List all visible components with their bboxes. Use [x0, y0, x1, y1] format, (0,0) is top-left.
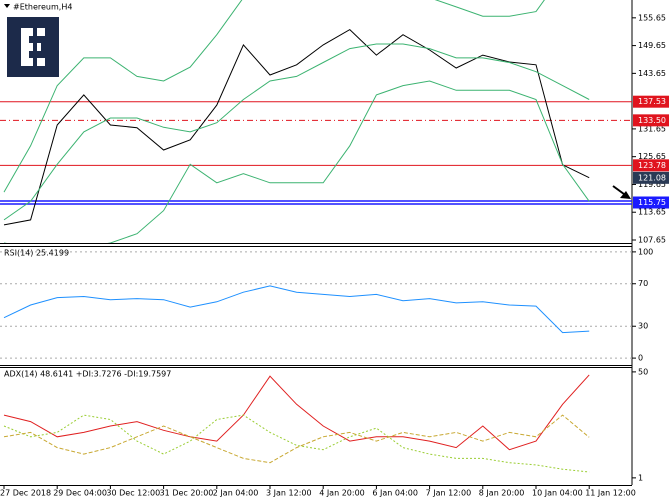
y-tick-label: 1	[638, 473, 643, 482]
y-tick-label: 125.65	[638, 152, 666, 161]
y-tick-label: 131.65	[638, 124, 666, 133]
panel	[0, 251, 632, 359]
rsi-title: RSI(14) 25.4199	[4, 249, 69, 258]
x-tick-label: 27 Dec 2018	[0, 489, 51, 498]
x-tick-label: 8 Jan 20:00	[479, 489, 525, 498]
x-tick-label: 10 Jan 04:00	[532, 489, 583, 498]
x-tick-label: 7 Jan 12:00	[426, 489, 472, 498]
x-tick-label: 31 Dec 20:00	[160, 489, 214, 498]
indicator-line	[3, 0, 545, 193]
level-label-box	[633, 114, 669, 127]
indicator-line	[3, 414, 590, 464]
level-label-box	[633, 159, 669, 172]
level-label: 133.50	[638, 116, 666, 125]
y-tick-label: 155.65	[638, 13, 666, 22]
price-line	[3, 28, 590, 226]
menu-triangle[interactable]	[4, 4, 10, 8]
panel	[0, 0, 632, 243]
y-tick-label: 70	[638, 279, 648, 288]
level-label-box	[633, 171, 669, 184]
indicator-line	[3, 285, 590, 334]
y-tick-label: 149.65	[638, 41, 666, 50]
y-tick-label: 113.65	[638, 208, 666, 217]
indicator-line	[3, 43, 590, 221]
trend-arrow	[612, 185, 631, 199]
x-tick-label: 4 Jan 20:00	[319, 489, 365, 498]
level-label: 137.53	[638, 97, 666, 106]
indicator-line	[3, 414, 590, 473]
x-tick-label: 29 Dec 04:00	[53, 489, 107, 498]
level-label: 123.78	[638, 161, 666, 170]
level-label: 121.08	[638, 173, 666, 182]
indicator-line	[4, 80, 590, 243]
symbol-title: #Ethereum,H4	[13, 3, 72, 12]
level-label: 115.75	[638, 198, 666, 207]
indicator-line	[3, 374, 590, 451]
x-tick-label: 30 Dec 12:00	[106, 489, 160, 498]
level-label-box	[633, 95, 669, 108]
x-tick-label: 11 Jan 12:00	[585, 489, 636, 498]
y-tick-label: 50	[638, 367, 648, 376]
y-tick-label: 30	[638, 322, 648, 331]
y-tick-label: 143.65	[638, 69, 666, 78]
panel	[3, 374, 590, 473]
y-tick-label: 119.65	[638, 180, 666, 189]
adx-title: ADX(14) 48.6141 +DI:3.7276 -DI:19.7597	[4, 370, 171, 379]
x-tick-label: 6 Jan 04:00	[372, 489, 418, 498]
logo	[7, 17, 59, 77]
x-tick-label: 3 Jan 12:00	[266, 489, 312, 498]
y-tick-label: 100	[638, 247, 653, 256]
y-tick-label: 0	[638, 354, 643, 363]
level-label-box	[633, 196, 669, 209]
y-tick-label: 107.65	[638, 235, 666, 244]
x-tick-label: 2 Jan 04:00	[213, 489, 259, 498]
